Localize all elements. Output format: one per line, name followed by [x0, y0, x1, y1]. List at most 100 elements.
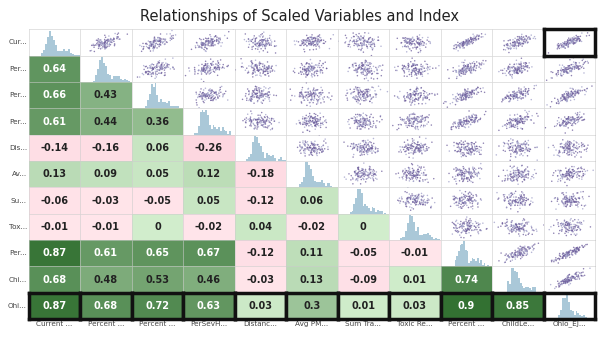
Point: [411, 124, 420, 129]
Point: [566, 93, 576, 98]
Point: [515, 62, 525, 67]
Point: [365, 70, 374, 76]
Point: [362, 39, 371, 44]
Point: [410, 99, 420, 104]
Point: [207, 89, 216, 95]
Point: [238, 118, 248, 124]
Point: [315, 90, 325, 96]
Point: [562, 169, 572, 174]
Point: [94, 38, 104, 44]
Point: [506, 190, 515, 196]
Point: [301, 146, 310, 152]
Point: [417, 197, 426, 202]
Point: [461, 201, 471, 207]
Point: [413, 37, 422, 42]
Point: [246, 94, 256, 100]
Point: [306, 151, 315, 156]
Point: [449, 197, 459, 203]
Point: [568, 229, 578, 235]
Point: [155, 58, 164, 63]
Point: [507, 229, 517, 234]
Point: [95, 37, 105, 43]
Point: [144, 69, 153, 74]
Point: [449, 43, 459, 49]
Point: [505, 144, 514, 150]
Point: [563, 230, 573, 235]
Point: [431, 65, 441, 71]
Point: [512, 140, 522, 145]
Point: [351, 41, 361, 47]
Point: [315, 90, 324, 96]
Point: [517, 90, 526, 96]
Point: [261, 72, 270, 78]
Point: [525, 147, 535, 152]
Point: [578, 56, 588, 62]
Point: [576, 271, 585, 277]
Point: [199, 93, 208, 99]
Point: [508, 94, 518, 99]
Point: [408, 136, 417, 141]
Point: [460, 138, 470, 144]
Point: [349, 95, 358, 100]
Bar: [175, 106, 177, 108]
Point: [416, 66, 426, 72]
Point: [414, 68, 424, 74]
Point: [252, 120, 262, 126]
Bar: [379, 210, 381, 214]
Point: [256, 119, 266, 124]
Point: [553, 152, 562, 158]
Point: [467, 38, 477, 44]
Point: [202, 38, 212, 43]
Point: [466, 122, 475, 127]
Point: [355, 65, 364, 70]
Point: [515, 192, 524, 198]
Point: [514, 65, 523, 70]
Point: [568, 218, 578, 224]
Point: [420, 93, 429, 99]
Point: [469, 166, 479, 171]
Point: [310, 42, 320, 48]
Point: [558, 254, 568, 260]
Point: [209, 41, 218, 47]
Point: [314, 63, 324, 68]
Point: [514, 37, 524, 43]
Point: [206, 61, 216, 66]
Point: [499, 168, 508, 173]
Point: [200, 91, 209, 97]
Point: [255, 94, 265, 99]
Point: [253, 99, 263, 104]
Point: [457, 190, 466, 196]
Point: [514, 252, 524, 257]
Point: [518, 200, 527, 206]
Point: [418, 177, 428, 183]
Point: [325, 46, 334, 51]
Point: [326, 97, 335, 102]
Point: [352, 94, 362, 100]
Point: [508, 200, 517, 205]
Point: [451, 223, 460, 228]
Point: [203, 39, 212, 44]
Point: [565, 225, 574, 231]
Point: [299, 42, 309, 48]
Point: [515, 228, 525, 234]
Point: [515, 169, 524, 175]
Point: [468, 145, 477, 150]
Point: [358, 92, 368, 97]
Point: [457, 145, 466, 150]
Point: [402, 95, 411, 100]
Point: [462, 89, 471, 95]
Point: [353, 176, 362, 181]
Point: [470, 116, 480, 122]
Point: [167, 36, 176, 41]
Point: [375, 119, 385, 125]
Point: [199, 87, 209, 93]
Point: [520, 217, 529, 223]
Point: [243, 111, 252, 117]
Point: [559, 172, 568, 178]
Point: [307, 147, 317, 153]
Point: [523, 114, 532, 120]
Point: [557, 98, 567, 103]
Point: [460, 144, 470, 150]
Point: [369, 174, 379, 179]
Point: [367, 42, 376, 47]
